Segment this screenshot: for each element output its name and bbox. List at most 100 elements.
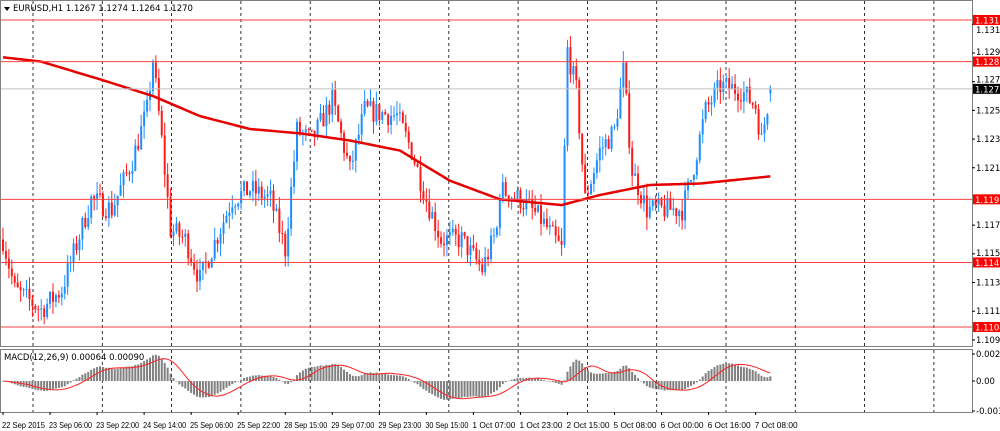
candle-body <box>622 62 625 88</box>
macd-bar <box>457 381 460 399</box>
macd-bar <box>637 378 640 381</box>
candle-body <box>134 145 137 171</box>
macd-bar <box>378 373 381 381</box>
macd-bar <box>631 371 634 381</box>
candle-body <box>146 99 149 112</box>
y-tick-label: 1.1175 <box>976 221 1000 231</box>
candle-body <box>725 78 728 82</box>
candle-body <box>363 101 366 115</box>
x-tick-label: 29 Sep 07:00 <box>331 420 374 430</box>
y-tick-label: 1.1255 <box>976 106 1000 116</box>
candle-body <box>269 190 272 195</box>
candle-body <box>731 84 734 90</box>
macd-bar <box>619 368 622 381</box>
candle-body <box>293 161 296 187</box>
candle-body <box>281 233 284 235</box>
macd-bar <box>613 371 616 381</box>
candle-body <box>748 87 751 103</box>
candle-body <box>757 109 760 135</box>
candle-body <box>49 291 52 304</box>
candle-body <box>542 218 545 224</box>
candle-body <box>334 89 337 106</box>
candle-body <box>537 205 540 212</box>
candle-body <box>251 180 254 192</box>
candle-body <box>739 100 742 102</box>
macd-title: MACD(12,26,9) 0.00064 0.00090 <box>4 353 144 363</box>
macd-bar <box>766 377 769 381</box>
macd-bar <box>219 381 222 392</box>
macd-bar <box>634 374 637 381</box>
candle-body <box>625 62 628 94</box>
level-price-tag <box>973 257 1000 268</box>
macd-bar <box>616 370 619 381</box>
candle-body <box>534 207 537 212</box>
macd-bar <box>657 381 660 390</box>
x-tick-label: 28 Sep 15:00 <box>284 420 327 430</box>
macd-bar <box>760 375 763 381</box>
candle-body <box>246 181 249 196</box>
macd-bar <box>110 368 113 381</box>
macd-bar <box>51 381 54 390</box>
candle-body <box>231 207 234 213</box>
macd-bar <box>290 381 293 383</box>
macd-bar <box>325 364 328 381</box>
macd-bar <box>96 367 99 381</box>
candle-body <box>225 216 228 223</box>
x-tick-label: 24 Sep 14:00 <box>143 420 186 430</box>
candle-body <box>46 303 49 318</box>
candle-body <box>66 263 69 287</box>
candle-body <box>575 65 578 81</box>
candle-body <box>507 195 510 202</box>
x-tick-label: 6 Oct 16:00 <box>708 420 751 430</box>
macd-bar <box>684 381 687 390</box>
x-tick-label: 30 Sep 15:00 <box>425 420 468 430</box>
candle-body <box>395 113 398 116</box>
candle-body <box>101 194 104 217</box>
candle-body <box>160 110 163 136</box>
macd-bar <box>237 381 240 382</box>
candle-body <box>81 217 84 240</box>
macd-bar <box>478 381 481 397</box>
candle-body <box>31 299 34 307</box>
macd-bar <box>328 364 331 381</box>
candle-body <box>487 256 490 260</box>
candles <box>2 36 772 325</box>
candle-body <box>63 286 66 294</box>
candle-body <box>184 233 187 237</box>
candle-body <box>175 223 178 232</box>
candle-body <box>248 191 251 196</box>
candle-body <box>172 231 175 237</box>
candle-body <box>340 121 343 133</box>
candle-body <box>666 197 669 217</box>
macd-bar <box>598 373 601 381</box>
macd-bar <box>395 375 398 381</box>
candle-body <box>472 245 475 249</box>
current-price-label: 1.1270 <box>975 85 1000 95</box>
macd-bar <box>99 366 102 381</box>
x-tick-label: 2 Oct 15:00 <box>566 420 609 430</box>
macd-bar <box>595 373 598 381</box>
macd-bar <box>475 381 478 397</box>
candle-body <box>178 223 181 237</box>
candle-body <box>695 160 698 175</box>
candle-body <box>284 234 287 257</box>
candle-body <box>378 103 381 120</box>
candle-body <box>78 239 81 251</box>
candle-body <box>687 181 690 191</box>
macd-bar <box>725 363 728 381</box>
candle-body <box>187 233 190 259</box>
macd-bar <box>472 381 475 397</box>
candle-body <box>604 139 607 148</box>
macd-bar <box>337 365 340 381</box>
candle-body <box>243 181 246 191</box>
candle-body <box>54 295 57 302</box>
candle-body <box>381 112 384 120</box>
candle-body <box>457 234 460 248</box>
candle-body <box>413 159 416 164</box>
macd-bar <box>428 381 431 393</box>
level-price-tag <box>973 194 1000 205</box>
candle-body <box>551 225 554 227</box>
x-tick-label: 1 Oct 07:00 <box>472 420 515 430</box>
candle-body <box>398 112 401 114</box>
